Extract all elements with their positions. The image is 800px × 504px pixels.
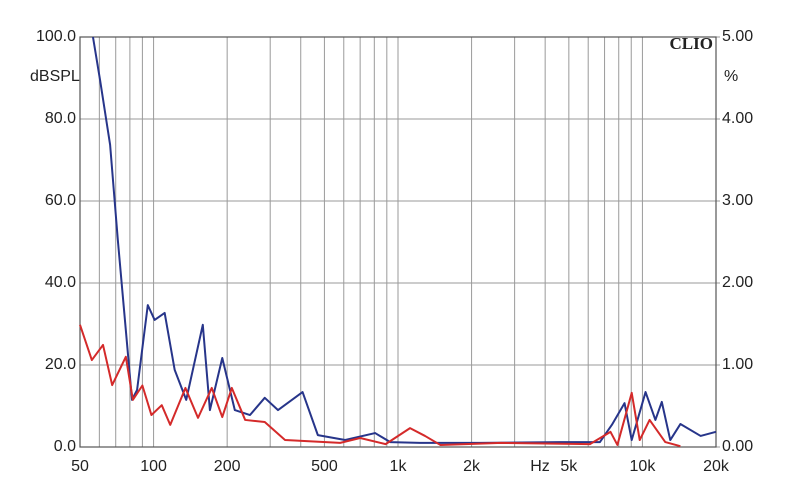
- x-tick-label: 10k: [630, 458, 657, 475]
- y-tick-label: 0.0: [54, 438, 76, 455]
- y2-axis-label: %: [724, 68, 738, 85]
- y-tick-label: 20.0: [45, 356, 76, 373]
- x-tick-label: 200: [214, 458, 241, 475]
- x-tick-label: 2k: [463, 458, 481, 475]
- y2-tick-label: 0.00: [722, 438, 753, 455]
- x-axis-label: Hz: [530, 458, 550, 475]
- y2-tick-label: 3.00: [722, 192, 753, 209]
- y-tick-label: 60.0: [45, 192, 76, 209]
- plot-frame: [79, 36, 717, 448]
- x-tick-label: 100: [140, 458, 167, 475]
- y2-tick-label: 2.00: [722, 274, 753, 291]
- series-line: [91, 36, 717, 444]
- y2-tick-label: 5.00: [722, 28, 753, 45]
- y2-tick-label: 4.00: [722, 110, 753, 127]
- x-tick-label: 50: [71, 458, 89, 475]
- x-tick-label: 500: [311, 458, 338, 475]
- brand: CLIO: [670, 34, 713, 53]
- y-tick-label: 40.0: [45, 274, 76, 291]
- y-axis-label: dBSPL: [30, 68, 80, 85]
- y-tick-label: 80.0: [45, 110, 76, 127]
- x-tick-label: 1k: [390, 458, 408, 475]
- series-line: [79, 324, 681, 448]
- y2-tick-label: 1.00: [722, 356, 753, 373]
- x-tick-label: 20k: [703, 458, 730, 475]
- x-tick-label: 5k: [560, 458, 578, 475]
- y-tick-label: 100.0: [36, 28, 76, 45]
